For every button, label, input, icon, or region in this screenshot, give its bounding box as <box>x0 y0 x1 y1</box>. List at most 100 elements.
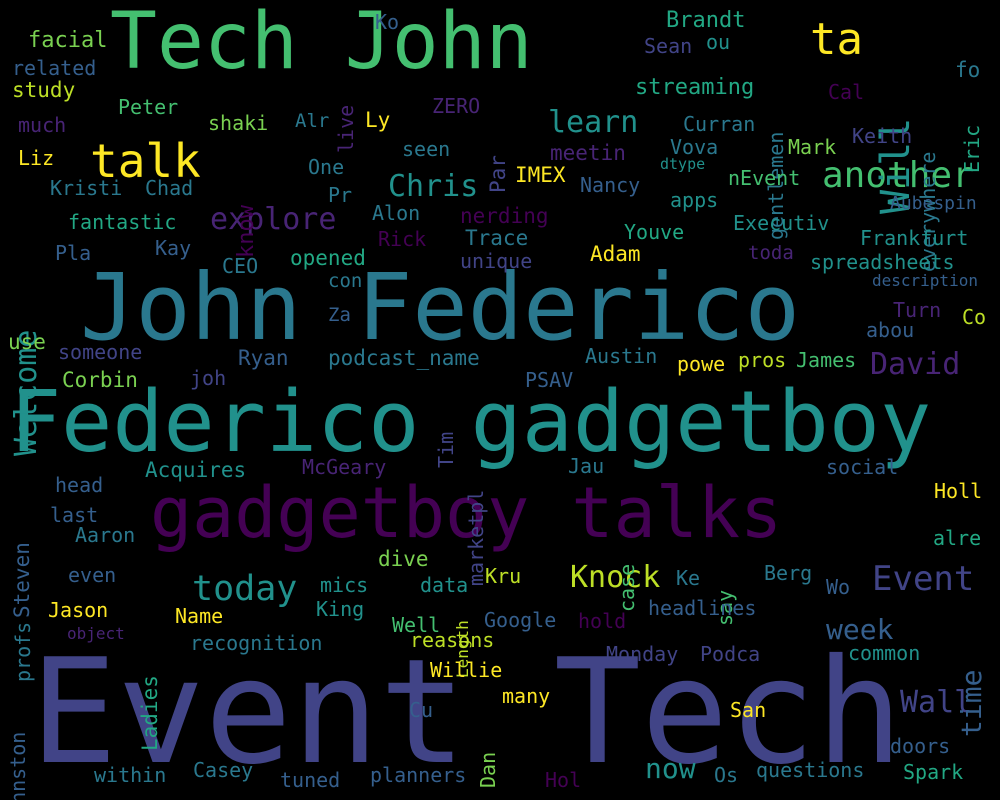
word-cloud-word: someone <box>58 340 143 364</box>
word-cloud-word: Turn <box>893 298 942 322</box>
word-cloud-word: King <box>316 597 365 621</box>
word-cloud-word: apps <box>670 188 719 212</box>
word-cloud-word: streaming <box>635 75 755 100</box>
word-cloud-word: mics <box>320 573 369 597</box>
word-cloud-word: Brandt <box>666 8 746 33</box>
word-cloud-word: tuned <box>280 768 341 792</box>
word-cloud-word: Tech John <box>110 0 533 87</box>
word-cloud-word: toda <box>748 242 794 264</box>
word-cloud-word: Berg <box>764 561 813 585</box>
word-cloud-word: within <box>94 763 167 787</box>
word-cloud-word: another <box>822 155 974 196</box>
word-cloud-word: use <box>8 330 46 354</box>
word-cloud-word: know <box>234 205 259 258</box>
word-cloud-word: learn <box>548 105 639 140</box>
word-cloud-word: data <box>420 573 469 597</box>
word-cloud-word: Rick <box>378 227 427 251</box>
word-cloud-word: David <box>870 347 961 382</box>
word-cloud-word: talk <box>90 134 201 188</box>
word-cloud-word: Austin <box>585 344 658 368</box>
word-cloud-word: Eric <box>960 124 984 173</box>
word-cloud-word: gadgetboy talks <box>150 472 783 554</box>
word-cloud-word: questions <box>756 758 865 782</box>
word-cloud-word: profs <box>11 621 35 682</box>
word-cloud-word: Alon <box>372 201 421 225</box>
word-cloud-word: social <box>826 455 899 479</box>
word-cloud-word: Ke <box>676 566 701 590</box>
word-cloud-word: related <box>12 56 97 80</box>
word-cloud-word: Cal <box>828 80 865 104</box>
word-cloud-word: Cu <box>409 698 434 722</box>
word-cloud-word: Sean <box>644 34 693 58</box>
word-cloud-word: seen <box>402 137 451 161</box>
word-cloud-word: Jau <box>568 454 605 478</box>
word-cloud-word: Johnston <box>6 731 30 800</box>
word-cloud-word: meetin <box>550 141 626 165</box>
word-cloud-word: spreadsheets <box>810 250 955 274</box>
word-cloud-word: Liz <box>18 146 55 170</box>
word-cloud-word: Peter <box>118 95 179 119</box>
word-cloud-word: head <box>55 473 104 497</box>
word-cloud-word: hold <box>578 609 627 633</box>
word-cloud-word: Casey <box>193 758 254 782</box>
word-cloud-word: Ladies <box>138 675 162 751</box>
word-cloud-word: Aubespin <box>890 193 977 214</box>
word-cloud-word: common <box>848 641 921 665</box>
word-cloud-word: powe <box>677 352 726 376</box>
word-cloud-word: many <box>502 684 551 708</box>
word-cloud-word: Frankfurt <box>860 226 969 250</box>
word-cloud-word: Tim <box>434 431 458 468</box>
word-cloud-word: case <box>615 563 639 612</box>
word-cloud-word: Willie <box>430 658 503 682</box>
word-cloud-word: Steven <box>10 542 34 618</box>
word-cloud-word: time <box>955 669 988 737</box>
word-cloud-word: John Federico <box>80 254 801 361</box>
word-cloud-word: Knock <box>570 560 661 595</box>
word-cloud-word: ZERO <box>432 94 481 118</box>
word-cloud-word: James <box>796 348 857 372</box>
word-cloud-word: Dan <box>476 751 500 788</box>
word-cloud-word: nerding <box>460 204 549 228</box>
word-cloud-word: shaki <box>208 111 269 135</box>
word-cloud-word: Well <box>392 613 441 637</box>
word-cloud-word: Corbin <box>62 368 138 392</box>
word-cloud-word: Alr <box>295 110 330 132</box>
word-cloud-word: alre <box>933 526 982 550</box>
word-cloud-word: con <box>328 270 363 292</box>
word-cloud-word: headlines <box>648 596 757 620</box>
word-cloud-word: dive <box>378 547 429 571</box>
word-cloud-word: Hol <box>545 768 582 792</box>
word-cloud-word: live <box>334 104 358 153</box>
word-cloud-word: dtype <box>660 155 706 173</box>
word-cloud-word: Youve <box>624 220 685 244</box>
word-cloud-word: Spark <box>903 760 964 784</box>
word-cloud-word: recognition <box>190 631 323 655</box>
word-cloud-word: Kru <box>485 564 522 588</box>
word-cloud-word: PSAV <box>525 368 574 392</box>
word-cloud-word: last <box>50 503 99 527</box>
word-cloud-word: Curran <box>683 112 756 136</box>
word-cloud-word: Federico gadgetboy <box>10 373 932 472</box>
word-cloud-word: Ly <box>365 108 391 132</box>
word-cloud-word: Keith <box>852 124 913 148</box>
word-cloud-word: San <box>730 698 767 722</box>
word-cloud-word: description <box>872 271 978 290</box>
word-cloud-word: pros <box>738 348 787 372</box>
word-cloud-word: Chris <box>388 169 479 204</box>
word-cloud-word: Par <box>486 155 510 193</box>
word-cloud-word: marketpl <box>464 489 488 586</box>
word-cloud-word: Wall <box>900 685 973 720</box>
word-cloud-word: doors <box>890 734 951 758</box>
word-cloud-word: even <box>68 563 117 587</box>
word-cloud-word: explore <box>210 202 337 237</box>
word-cloud-word: week <box>826 613 894 646</box>
word-cloud-word: joh <box>190 366 227 390</box>
word-cloud-word: Google <box>484 608 557 632</box>
word-cloud-word: Acquires <box>145 458 247 482</box>
word-cloud-word: today <box>192 569 298 609</box>
word-cloud-word: Podca <box>700 642 761 666</box>
word-cloud-word: study <box>12 78 76 102</box>
word-cloud-word: abou <box>866 318 915 342</box>
word-cloud-word: Name <box>175 604 224 628</box>
word-cloud-word: planners <box>370 763 467 787</box>
